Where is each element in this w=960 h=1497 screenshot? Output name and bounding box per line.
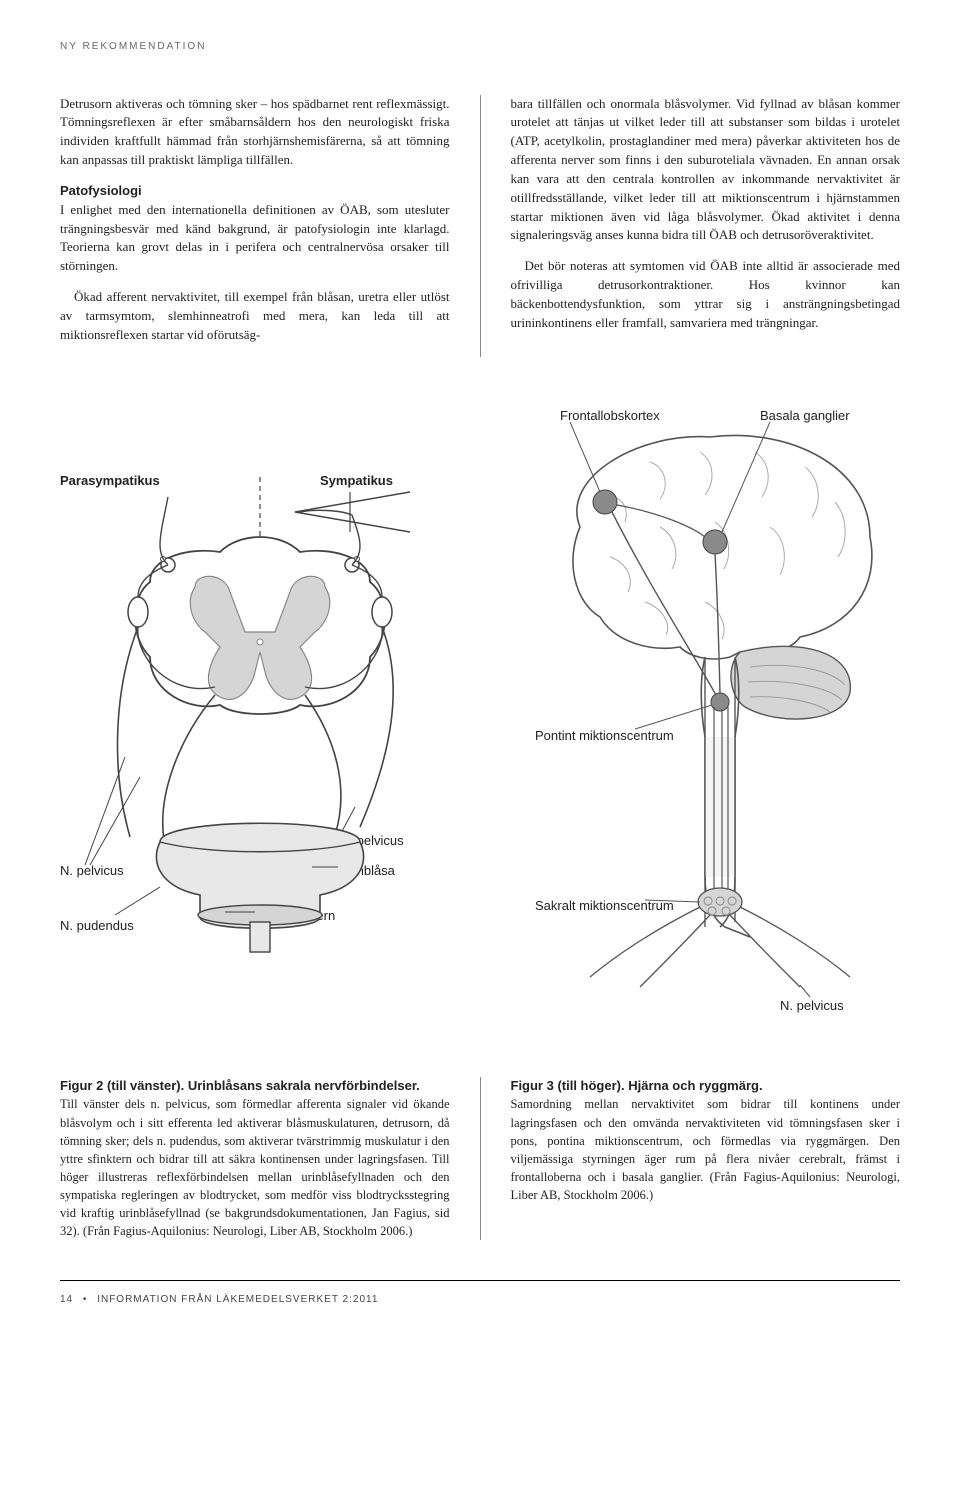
right-column: bara tillfällen och onormala blåsvolymer… xyxy=(511,95,901,357)
footer-rule xyxy=(60,1280,900,1281)
figures-area: Frontallobskortex Basala ganglier Parasy… xyxy=(60,407,900,1047)
footer: 14 • INFORMATION FRÅN LÄKEMEDELSVERKET 2… xyxy=(60,1293,900,1308)
figure-3-svg xyxy=(500,407,900,1027)
left-column: Detrusorn aktiveras och tömning sker – h… xyxy=(60,95,450,357)
body-columns: Detrusorn aktiveras och tömning sker – h… xyxy=(60,95,900,357)
figure-2-title: Figur 2 (till vänster). Urinblåsans sakr… xyxy=(60,1078,420,1093)
figure-3-text: Samordning mellan nervaktivitet som bidr… xyxy=(511,1097,901,1202)
right-para-1: bara tillfällen och onormala blåsvolymer… xyxy=(511,95,901,246)
figure-2-svg xyxy=(60,437,490,967)
figure-3-title: Figur 3 (till höger). Hjärna och ryggmär… xyxy=(511,1078,763,1093)
page-header: NY REKOMMENDATION xyxy=(60,40,900,55)
left-para-3: Ökad afferent nervaktivitet, till exempe… xyxy=(60,288,450,345)
header-category: NY REKOMMENDATION xyxy=(60,41,206,52)
figure-captions: Figur 2 (till vänster). Urinblåsans sakr… xyxy=(60,1077,900,1241)
patofysiologi-heading: Patofysiologi xyxy=(60,182,450,201)
left-para-2: I enlighet med den internationella defin… xyxy=(60,201,450,276)
footer-dot: • xyxy=(83,1294,88,1305)
left-para-1: Detrusorn aktiveras och tömning sker – h… xyxy=(60,95,450,170)
footer-text: INFORMATION FRÅN LÄKEMEDELSVERKET 2:2011 xyxy=(97,1294,378,1305)
caption-divider xyxy=(480,1077,481,1241)
column-divider xyxy=(480,95,481,357)
footer-page: 14 xyxy=(60,1294,73,1305)
right-para-2: Det bör noteras att symtomen vid ÖAB int… xyxy=(511,257,901,332)
figure-2-caption: Figur 2 (till vänster). Urinblåsans sakr… xyxy=(60,1077,450,1241)
figure-2-text: Till vänster dels n. pelvicus, som förme… xyxy=(60,1097,450,1238)
figure-3-caption: Figur 3 (till höger). Hjärna och ryggmär… xyxy=(511,1077,901,1241)
